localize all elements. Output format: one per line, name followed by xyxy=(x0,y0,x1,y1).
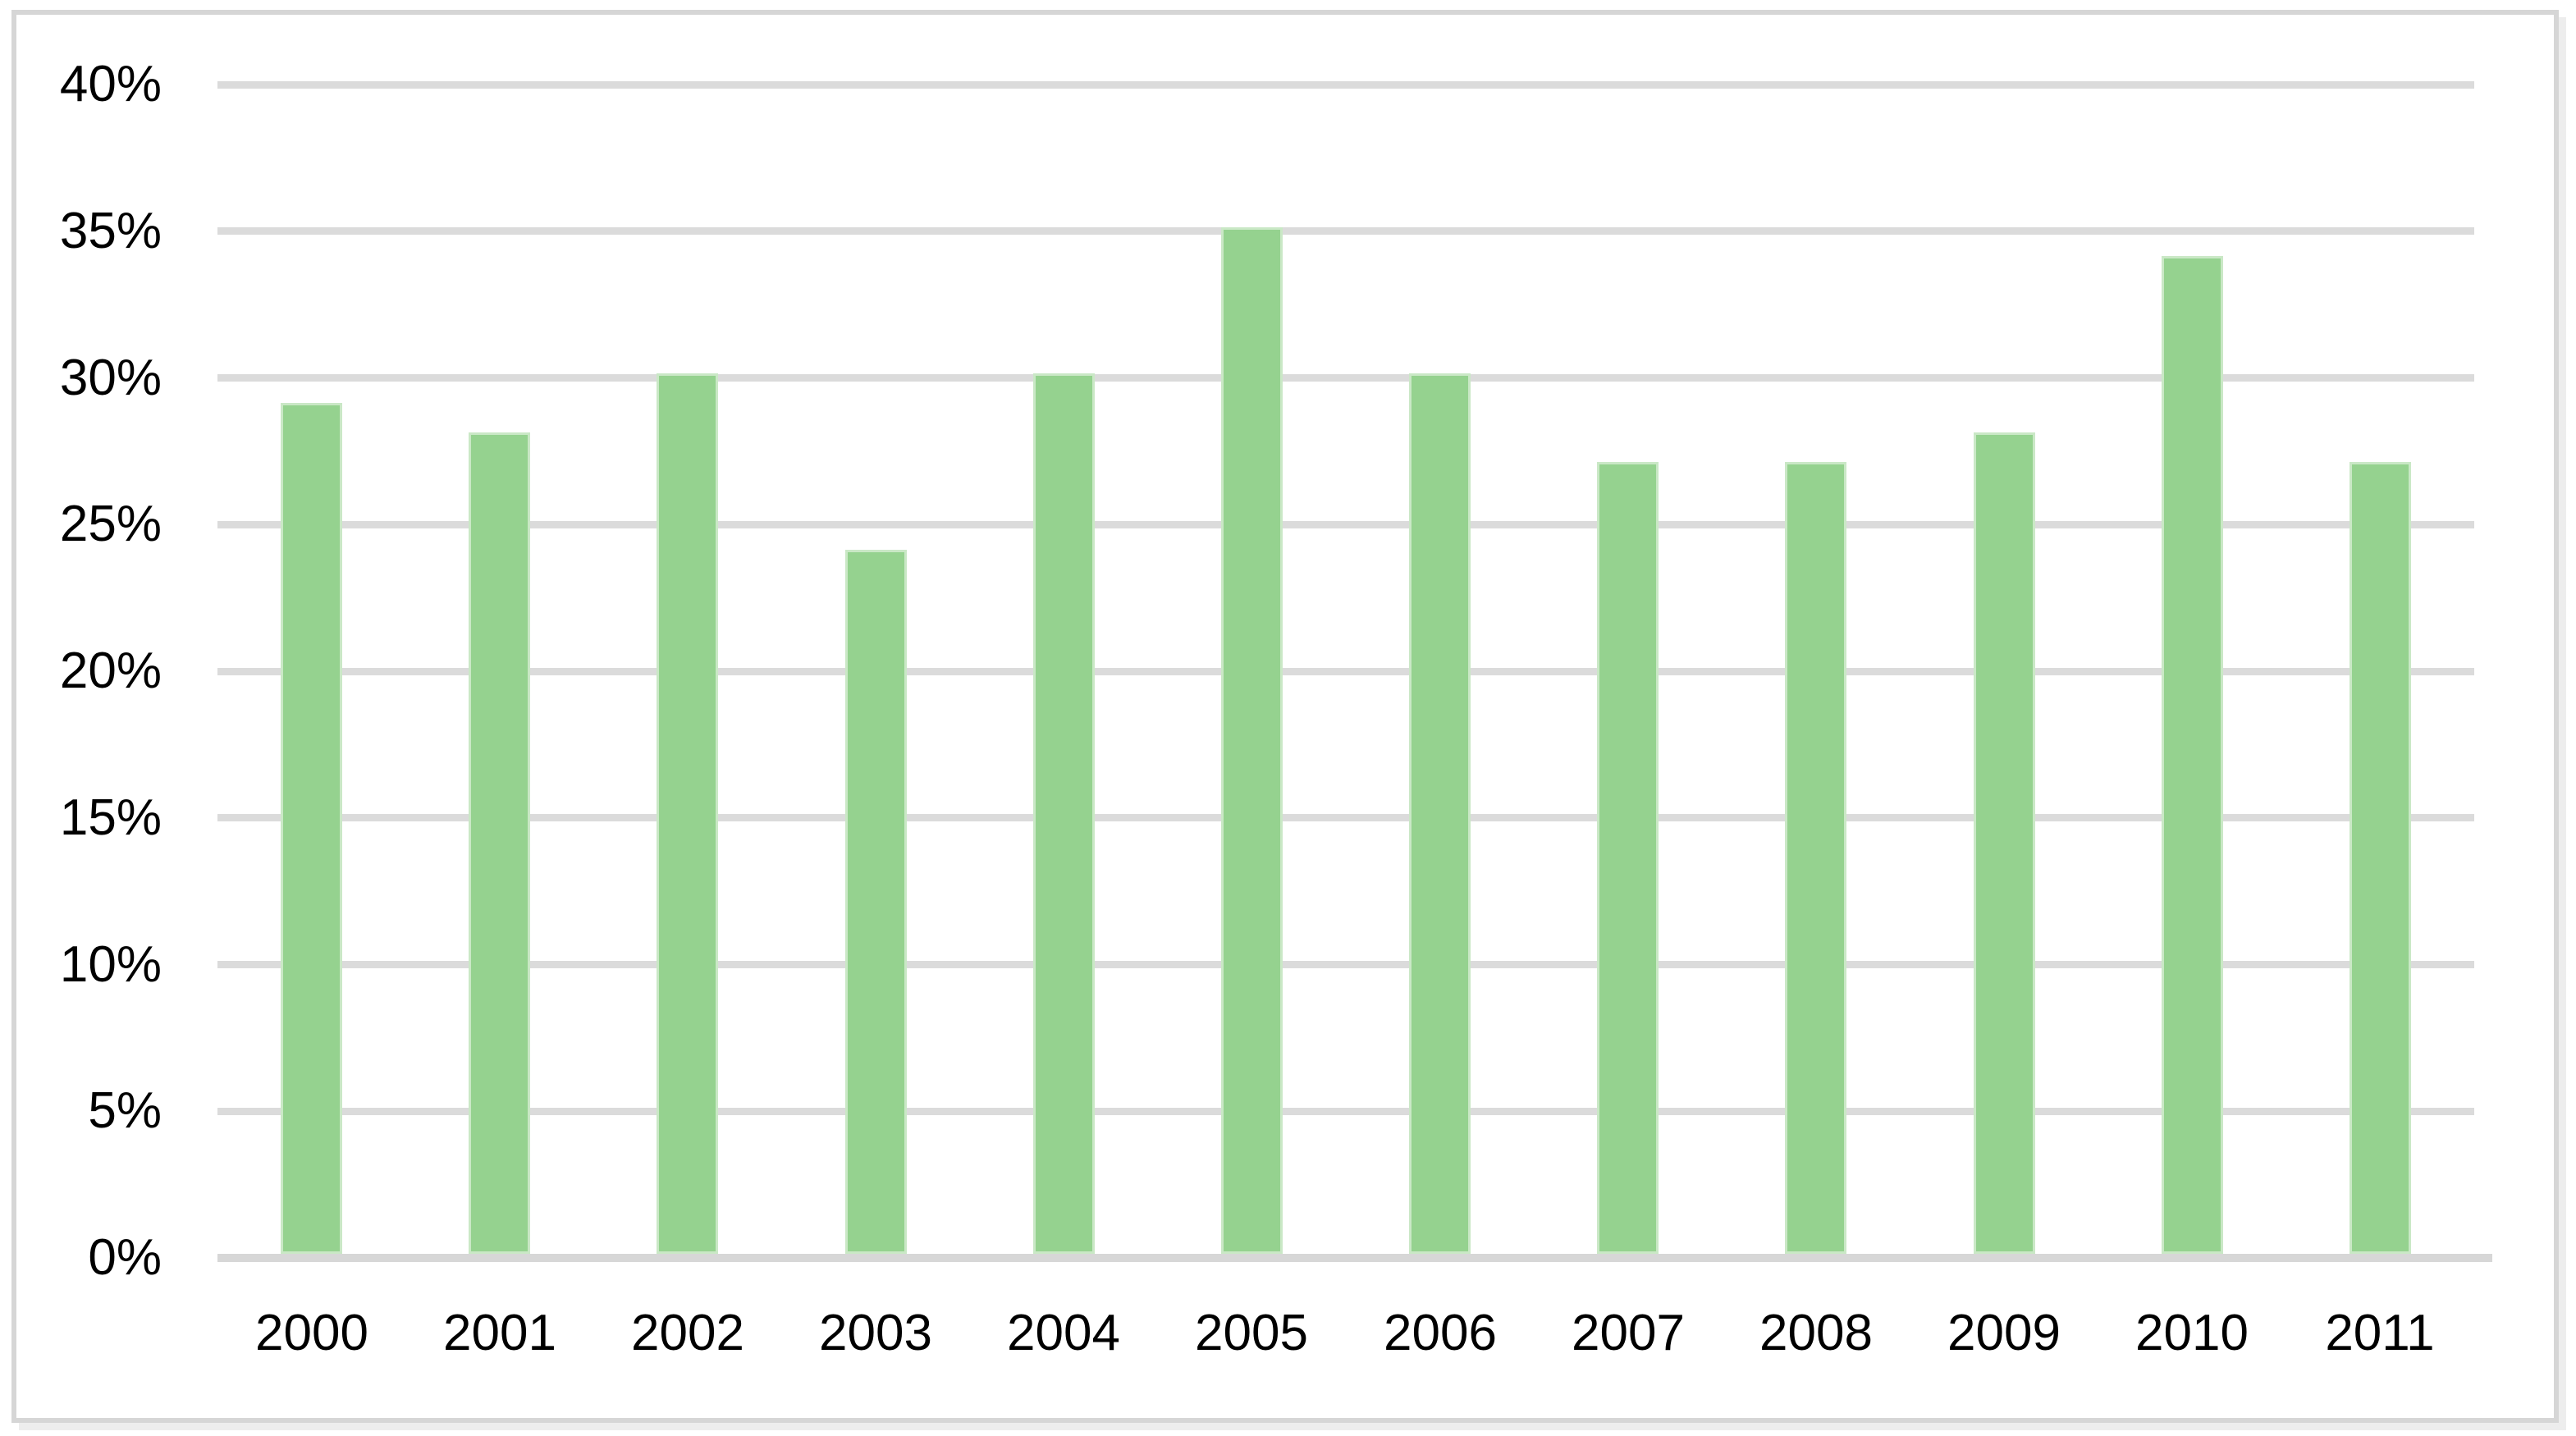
bar-2007 xyxy=(1597,462,1659,1254)
x-axis-tick-label: 2004 xyxy=(1007,1305,1120,1361)
y-axis-tick-label: 35% xyxy=(59,203,162,259)
x-axis-tick-label: 2009 xyxy=(1947,1305,2061,1361)
x-axis-tick-label: 2002 xyxy=(631,1305,744,1361)
gridline-35% xyxy=(217,227,2474,235)
gridline-5% xyxy=(217,1108,2474,1115)
x-axis-tick-label: 2010 xyxy=(2135,1305,2249,1361)
y-axis-tick-label: 15% xyxy=(59,789,162,846)
x-axis-tick-label: 2003 xyxy=(819,1305,932,1361)
bar-2005 xyxy=(1221,227,1283,1254)
gridline-15% xyxy=(217,814,2474,821)
y-axis-tick-label: 5% xyxy=(88,1082,162,1139)
y-axis-tick-label: 20% xyxy=(59,643,162,699)
gridline-20% xyxy=(217,668,2474,675)
x-axis-line xyxy=(217,1254,2492,1262)
bar-2010 xyxy=(2162,256,2223,1254)
gridline-25% xyxy=(217,521,2474,528)
bar-2009 xyxy=(1974,432,2035,1254)
bar-2001 xyxy=(469,432,530,1254)
x-axis-tick-label: 2001 xyxy=(443,1305,556,1361)
bar-2006 xyxy=(1409,373,1471,1254)
x-axis-tick-label: 2006 xyxy=(1384,1305,1497,1361)
bar-2008 xyxy=(1785,462,1846,1254)
y-axis-tick-label: 30% xyxy=(59,350,162,406)
plot-area: 0% 5% 10% 15% 20% 25% 30% 35% 40% 2000 2001 2002 20… xyxy=(16,15,2554,1418)
x-axis-tick-label: 2007 xyxy=(1572,1305,1685,1361)
x-axis-tick-label: 2005 xyxy=(1195,1305,1308,1361)
y-axis-tick-label: 10% xyxy=(59,936,162,993)
y-axis-tick-label: 0% xyxy=(88,1229,162,1286)
gridline-30% xyxy=(217,374,2474,382)
bar-2002 xyxy=(657,373,718,1254)
bar-2004 xyxy=(1033,373,1095,1254)
y-axis-tick-label: 40% xyxy=(59,56,162,112)
gridline-10% xyxy=(217,961,2474,968)
gridline-40% xyxy=(217,81,2474,89)
x-axis-tick-label: 2011 xyxy=(2325,1305,2435,1361)
y-axis-tick-label: 25% xyxy=(59,496,162,552)
bar-2000 xyxy=(281,403,342,1254)
x-axis-tick-label: 2000 xyxy=(255,1305,368,1361)
chart-frame: 0% 5% 10% 15% 20% 25% 30% 35% 40% 2000 2001 2002 20… xyxy=(11,10,2559,1423)
bar-2011 xyxy=(2350,462,2411,1254)
bar-2003 xyxy=(845,550,907,1254)
x-axis-tick-label: 2008 xyxy=(1759,1305,1873,1361)
